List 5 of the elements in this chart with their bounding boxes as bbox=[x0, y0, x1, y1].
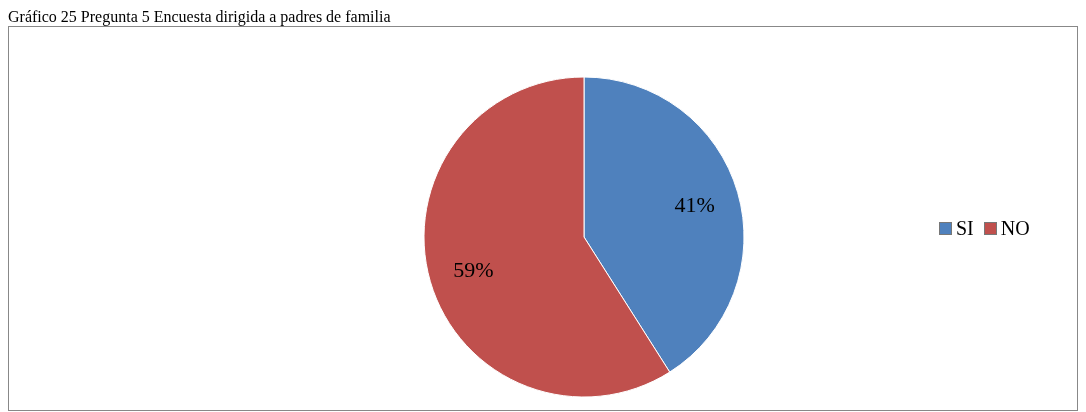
data-label: 59% bbox=[453, 256, 494, 282]
data-label: 41% bbox=[674, 192, 715, 218]
legend-label: SI bbox=[956, 217, 974, 240]
legend-label: NO bbox=[1000, 217, 1030, 240]
text: Gráfico 25 Pregunta 5 Encuesta dirigida a padres de familia bbox=[8, 8, 392, 26]
